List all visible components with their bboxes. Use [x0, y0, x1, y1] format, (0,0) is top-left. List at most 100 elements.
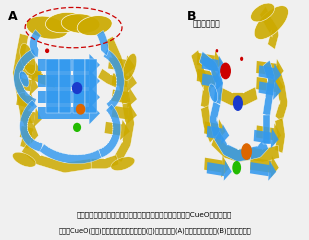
Circle shape — [72, 82, 82, 94]
Circle shape — [73, 123, 81, 132]
Polygon shape — [91, 155, 119, 169]
Circle shape — [242, 144, 251, 159]
Polygon shape — [112, 106, 129, 120]
Polygon shape — [268, 161, 276, 181]
Polygon shape — [112, 73, 129, 87]
Ellipse shape — [20, 43, 36, 74]
Polygon shape — [256, 77, 277, 92]
Polygon shape — [38, 107, 89, 119]
Circle shape — [241, 57, 243, 60]
Circle shape — [216, 50, 218, 52]
Polygon shape — [250, 158, 272, 173]
Polygon shape — [204, 121, 219, 136]
Polygon shape — [211, 67, 219, 89]
Polygon shape — [20, 110, 35, 124]
Polygon shape — [204, 158, 222, 173]
Polygon shape — [202, 73, 216, 87]
Polygon shape — [273, 123, 281, 145]
Polygon shape — [218, 55, 226, 76]
Polygon shape — [40, 144, 102, 164]
Polygon shape — [13, 34, 28, 94]
Polygon shape — [254, 130, 272, 144]
Polygon shape — [103, 49, 124, 111]
Polygon shape — [221, 124, 229, 144]
Polygon shape — [105, 36, 131, 104]
Polygon shape — [250, 138, 269, 160]
Polygon shape — [16, 94, 30, 107]
Polygon shape — [271, 128, 279, 148]
Text: B: B — [187, 11, 197, 24]
Polygon shape — [197, 69, 212, 84]
Polygon shape — [89, 70, 100, 92]
Polygon shape — [16, 78, 32, 91]
Polygon shape — [201, 106, 217, 143]
Polygon shape — [20, 126, 33, 140]
Polygon shape — [273, 64, 281, 84]
Polygon shape — [275, 118, 285, 153]
Polygon shape — [98, 69, 119, 88]
Circle shape — [46, 49, 49, 52]
Ellipse shape — [111, 157, 135, 171]
Circle shape — [234, 96, 242, 110]
Polygon shape — [28, 68, 57, 88]
Polygon shape — [260, 6, 279, 49]
Polygon shape — [207, 126, 222, 140]
Polygon shape — [29, 76, 38, 96]
Circle shape — [76, 104, 85, 115]
Ellipse shape — [123, 54, 137, 80]
Polygon shape — [99, 104, 121, 158]
Polygon shape — [97, 30, 108, 56]
Polygon shape — [224, 160, 232, 181]
Polygon shape — [16, 61, 34, 76]
Polygon shape — [22, 144, 92, 173]
Polygon shape — [127, 104, 137, 124]
Ellipse shape — [209, 84, 218, 102]
Text: ヘリックス領域の削除による大腸菌の一価銅オキシダーゼCueOの機能改変: ヘリックス領域の削除による大腸菌の一価銅オキシダーゼCueOの機能改変 — [77, 211, 232, 218]
Polygon shape — [127, 72, 137, 92]
Ellipse shape — [19, 71, 29, 87]
Ellipse shape — [61, 14, 100, 33]
Polygon shape — [85, 59, 97, 113]
Polygon shape — [104, 122, 122, 136]
Polygon shape — [202, 57, 218, 71]
Text: 基質結合部位: 基質結合部位 — [192, 20, 220, 29]
Polygon shape — [38, 91, 89, 103]
Text: A: A — [8, 11, 18, 24]
Polygon shape — [33, 108, 42, 128]
Polygon shape — [16, 92, 34, 149]
Polygon shape — [73, 59, 85, 113]
Polygon shape — [276, 75, 284, 97]
Polygon shape — [210, 101, 220, 138]
Circle shape — [233, 162, 240, 174]
Polygon shape — [20, 100, 43, 152]
Polygon shape — [30, 30, 41, 57]
Polygon shape — [14, 49, 36, 107]
Polygon shape — [263, 60, 275, 117]
Polygon shape — [250, 145, 279, 162]
Polygon shape — [59, 59, 71, 113]
Polygon shape — [30, 124, 38, 144]
Ellipse shape — [26, 16, 68, 39]
Polygon shape — [199, 51, 223, 104]
Polygon shape — [108, 57, 127, 71]
Polygon shape — [259, 65, 274, 79]
Polygon shape — [38, 59, 89, 71]
Polygon shape — [271, 156, 279, 178]
Polygon shape — [218, 119, 226, 141]
Polygon shape — [218, 87, 258, 106]
Circle shape — [221, 63, 230, 79]
Polygon shape — [276, 59, 284, 81]
Text: 野生型CueO(黄色)とヘリックス削除変异体(青)の全体構造(A)と銀活性中心構造(B)の重ね合わせ: 野生型CueO(黄色)とヘリックス削除変异体(青)の全体構造(A)と銀活性中心構… — [58, 227, 251, 234]
Polygon shape — [112, 90, 129, 103]
Polygon shape — [211, 134, 251, 162]
Polygon shape — [221, 156, 229, 177]
Polygon shape — [263, 115, 270, 144]
Polygon shape — [89, 86, 100, 108]
Ellipse shape — [251, 3, 275, 22]
Polygon shape — [250, 162, 269, 176]
Polygon shape — [114, 102, 134, 162]
Polygon shape — [125, 55, 135, 76]
Polygon shape — [197, 53, 215, 68]
Polygon shape — [27, 92, 35, 112]
Polygon shape — [256, 126, 274, 140]
